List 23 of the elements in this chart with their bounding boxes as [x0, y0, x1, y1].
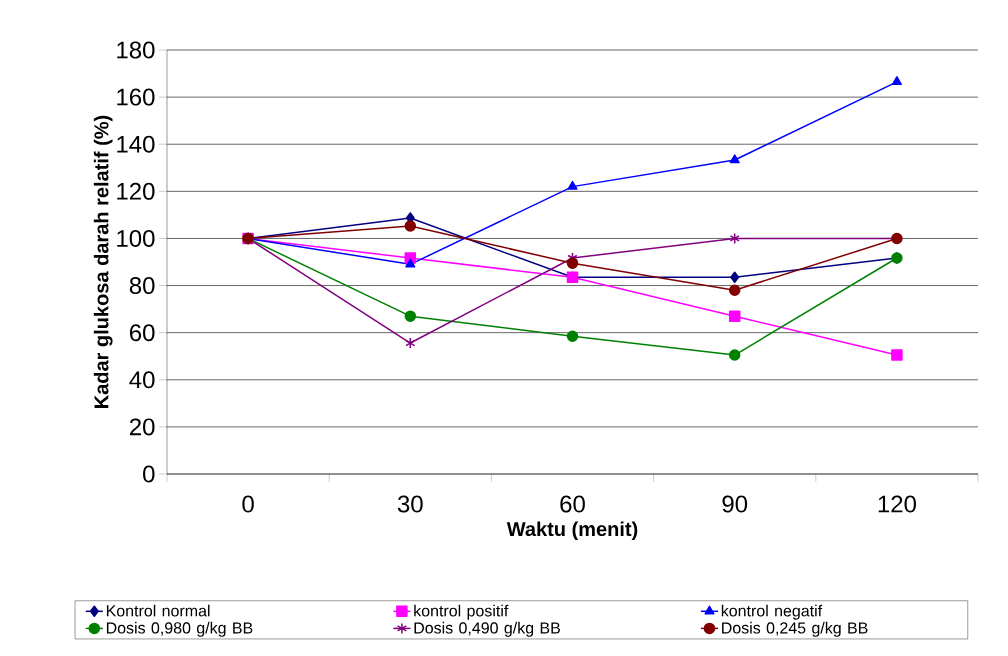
- y-tick-label: 120: [117, 182, 155, 200]
- x-tick-label: 60: [560, 495, 585, 513]
- x-tick-label: 0: [242, 495, 254, 513]
- y-tick-label: 80: [129, 277, 155, 295]
- y-tick-label: 160: [117, 88, 155, 106]
- y-tick-label: 180: [117, 41, 155, 59]
- y-tick-label: 0: [143, 465, 155, 483]
- legend-label: Dosis 0,980 g/kg BB: [106, 621, 253, 637]
- y-tick-label: 40: [129, 371, 155, 389]
- y-tick-label: 140: [117, 135, 155, 153]
- x-tick-label: 90: [722, 495, 748, 513]
- y-axis-title: Kadar glukosa darah relatif (%): [93, 115, 113, 408]
- x-tick-label: 120: [878, 495, 916, 513]
- y-tick-label: 20: [129, 418, 155, 436]
- y-tick-label: 60: [129, 324, 155, 342]
- legend-label: Dosis 0,490 g/kg BB: [414, 621, 560, 637]
- legend-label: kontrol negatif: [721, 604, 823, 620]
- x-tick-label: 30: [397, 495, 423, 513]
- x-axis-title: Waktu (menit): [506, 521, 638, 541]
- legend-label: kontrol positif: [414, 604, 509, 620]
- legend-label: Kontrol normal: [106, 604, 210, 617]
- legend-label: Dosis 0,245 g/kg BB: [722, 621, 868, 637]
- y-tick-label: 100: [117, 229, 155, 247]
